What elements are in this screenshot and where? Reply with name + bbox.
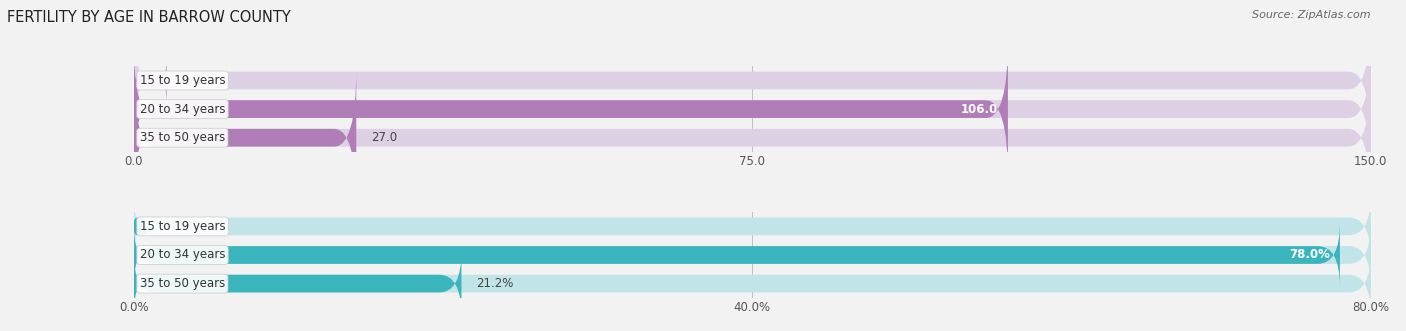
- FancyBboxPatch shape: [134, 251, 1371, 316]
- FancyBboxPatch shape: [134, 41, 1371, 177]
- FancyBboxPatch shape: [134, 251, 461, 316]
- FancyBboxPatch shape: [134, 55, 166, 106]
- Text: 35 to 50 years: 35 to 50 years: [139, 131, 225, 144]
- Text: 20 to 34 years: 20 to 34 years: [139, 103, 225, 116]
- Text: Source: ZipAtlas.com: Source: ZipAtlas.com: [1253, 10, 1371, 20]
- Text: 0.85%: 0.85%: [162, 220, 198, 233]
- FancyBboxPatch shape: [134, 70, 1371, 206]
- Text: 20 to 34 years: 20 to 34 years: [139, 249, 225, 261]
- FancyBboxPatch shape: [134, 223, 1371, 287]
- FancyBboxPatch shape: [134, 194, 1371, 259]
- Text: 35 to 50 years: 35 to 50 years: [139, 277, 225, 290]
- Text: 106.0: 106.0: [960, 103, 998, 116]
- FancyBboxPatch shape: [134, 70, 356, 206]
- FancyBboxPatch shape: [134, 41, 1008, 177]
- Text: 4.0: 4.0: [181, 74, 200, 87]
- FancyBboxPatch shape: [134, 217, 146, 235]
- Text: 15 to 19 years: 15 to 19 years: [139, 74, 225, 87]
- Text: 15 to 19 years: 15 to 19 years: [139, 220, 225, 233]
- Text: 21.2%: 21.2%: [477, 277, 513, 290]
- Text: 27.0: 27.0: [371, 131, 398, 144]
- Text: FERTILITY BY AGE IN BARROW COUNTY: FERTILITY BY AGE IN BARROW COUNTY: [7, 10, 291, 25]
- FancyBboxPatch shape: [134, 223, 1340, 287]
- FancyBboxPatch shape: [134, 12, 1371, 149]
- Text: 78.0%: 78.0%: [1289, 249, 1330, 261]
